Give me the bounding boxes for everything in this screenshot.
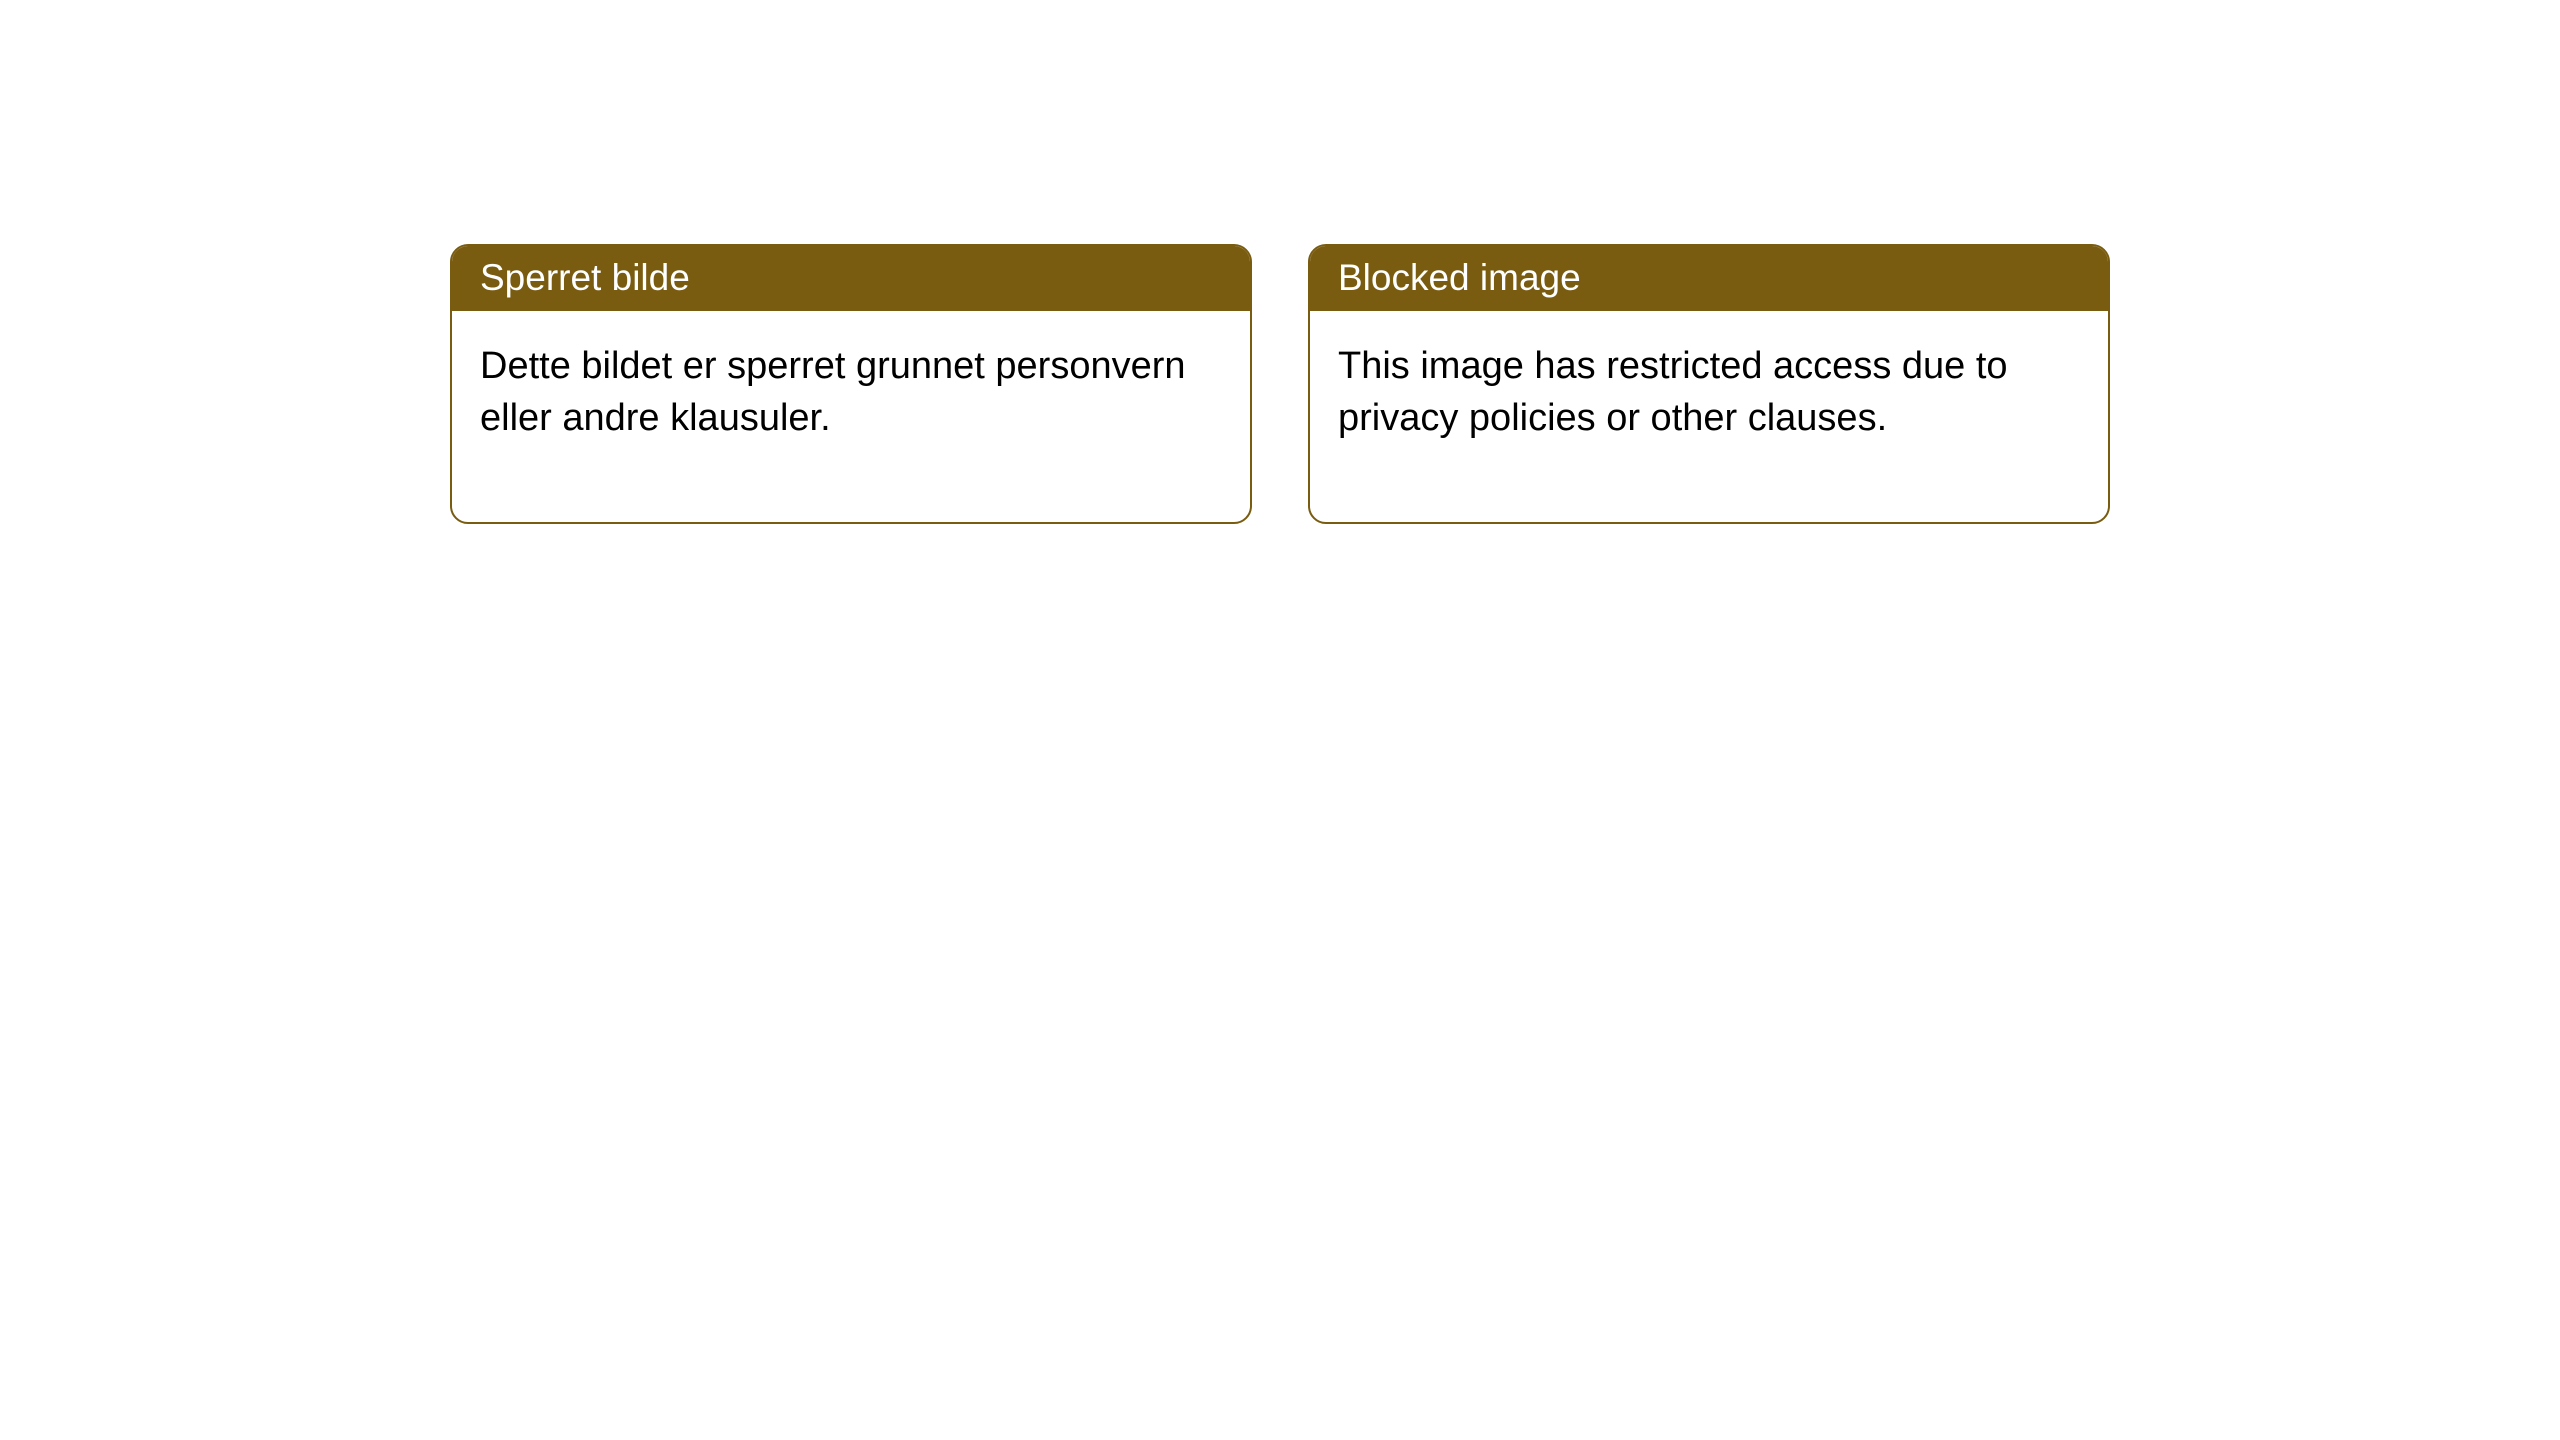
notice-body: Dette bildet er sperret grunnet personve… [452,311,1250,522]
notice-body: This image has restricted access due to … [1310,311,2108,522]
notice-container: Sperret bilde Dette bildet er sperret gr… [0,0,2560,524]
notice-header: Blocked image [1310,246,2108,311]
notice-card-norwegian: Sperret bilde Dette bildet er sperret gr… [450,244,1252,524]
notice-card-english: Blocked image This image has restricted … [1308,244,2110,524]
notice-header: Sperret bilde [452,246,1250,311]
